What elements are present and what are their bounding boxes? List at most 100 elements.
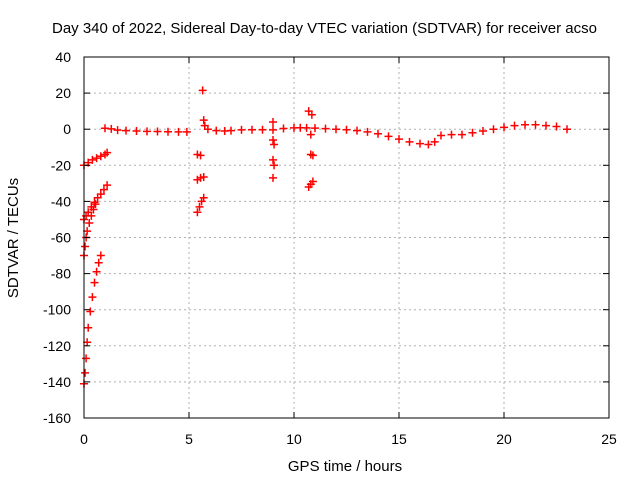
y-tick-label: 0: [63, 121, 71, 137]
data-point: [182, 127, 191, 136]
data-point: [306, 130, 315, 139]
chart-title: Day 340 of 2022, Sidereal Day-to-day VTE…: [52, 20, 597, 37]
data-point: [92, 154, 101, 163]
y-tick-label: -120: [43, 338, 71, 354]
data-point: [248, 125, 256, 134]
data-point: [96, 152, 105, 161]
data-point: [424, 140, 433, 149]
data-point: [510, 121, 519, 130]
data-point: [308, 151, 317, 160]
data-point: [87, 211, 96, 220]
series-early-arcs: [80, 148, 112, 388]
data-point: [86, 307, 95, 316]
data-point: [269, 117, 277, 126]
data-point: [89, 205, 98, 214]
data-point: [531, 120, 540, 129]
data-point: [269, 173, 277, 182]
data-point: [521, 120, 529, 129]
data-point: [200, 121, 209, 130]
data-point: [212, 126, 221, 135]
data-point: [164, 127, 172, 136]
y-tick-labels: -160 -140 -120 -100 -80 -60 -40 -20 0 20 40: [43, 49, 71, 426]
y-axis-title: SDTVAR / TECUs: [5, 178, 22, 298]
y-tick-label: -160: [43, 410, 71, 426]
x-tick-label: 0: [80, 431, 88, 447]
data-point: [479, 127, 487, 136]
data-point: [143, 127, 151, 136]
data-point: [122, 126, 130, 135]
data-point: [308, 177, 317, 186]
data-point: [437, 131, 445, 140]
y-tick-label: -100: [43, 302, 71, 318]
data-point: [302, 123, 311, 132]
ticks-layer: [83, 56, 610, 419]
data-point: [447, 130, 456, 139]
y-tick-label: 20: [55, 85, 71, 101]
x-tick-label: 10: [286, 431, 302, 447]
y-tick-label: -60: [51, 230, 71, 246]
data-point: [99, 185, 108, 194]
data-point: [81, 242, 90, 251]
data-point: [311, 124, 319, 133]
data-point: [199, 116, 208, 125]
data-point: [84, 323, 93, 332]
data-point: [195, 202, 204, 211]
data-point: [113, 126, 122, 135]
data-point: [107, 124, 116, 133]
data-point: [321, 124, 330, 133]
data-point: [90, 198, 99, 207]
data-point: [96, 190, 105, 199]
data-point: [269, 136, 277, 145]
data-point: [270, 161, 279, 170]
data-point: [237, 125, 246, 134]
data-point: [384, 132, 393, 141]
data-point: [458, 130, 466, 139]
data-point: [269, 155, 277, 164]
y-tick-label: 40: [55, 49, 71, 65]
data-point: [88, 155, 97, 164]
data-point: [279, 124, 288, 133]
data-point: [199, 193, 208, 202]
data-point: [552, 122, 561, 131]
data-point: [395, 135, 403, 144]
data-point: [193, 208, 202, 217]
y-tick-label: -80: [51, 266, 71, 282]
data-point: [416, 139, 424, 148]
data-point: [342, 125, 351, 134]
data-point: [563, 125, 571, 134]
data-point: [96, 251, 105, 260]
x-axis-title: GPS time / hours: [288, 458, 402, 475]
x-tick-label: 15: [391, 431, 407, 447]
data-point: [258, 125, 267, 134]
data-point: [132, 127, 141, 136]
series-isolated-segments: [193, 86, 317, 217]
x-tick-labels: 0 5 10 15 20 25: [80, 431, 617, 447]
x-tick-label: 20: [496, 431, 512, 447]
data-point: [332, 125, 340, 134]
y-tick-label: -20: [51, 157, 71, 173]
data-point: [90, 278, 99, 287]
data-point: [500, 123, 508, 132]
data-point: [430, 137, 439, 146]
x-tick-label: 5: [185, 431, 193, 447]
data-point: [270, 140, 279, 149]
data-point: [88, 293, 97, 302]
grid-layer: [84, 57, 609, 418]
data-point: [81, 368, 90, 377]
data-point: [199, 173, 208, 182]
data-point: [92, 267, 101, 276]
y-tick-label: -140: [43, 374, 71, 390]
data-point: [489, 125, 498, 134]
data-point: [103, 148, 112, 157]
data-point: [227, 126, 235, 135]
data-point: [85, 219, 94, 228]
data-point: [153, 127, 162, 136]
data-point: [405, 137, 414, 146]
data-point: [269, 125, 277, 134]
data-point: [374, 129, 382, 138]
series-main-band: [101, 120, 571, 149]
data-point: [542, 121, 550, 130]
data-point: [353, 126, 361, 135]
y-tick-label: -40: [51, 193, 71, 209]
